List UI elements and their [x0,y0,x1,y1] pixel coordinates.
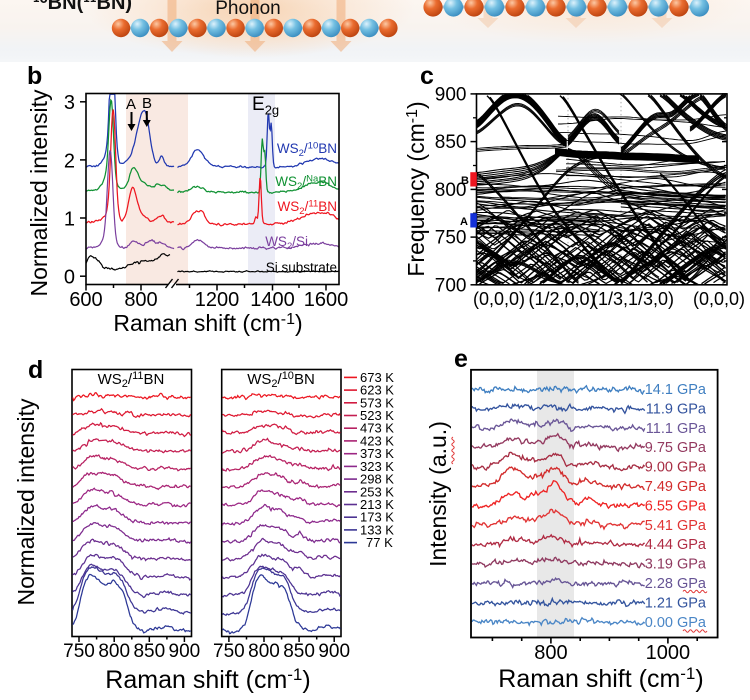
svg-text:Raman shift (cm-1): Raman shift (cm-1) [498,664,703,693]
svg-text:2.28 GPa: 2.28 GPa [645,576,707,592]
svg-text:3.19 GPa: 3.19 GPa [645,557,707,573]
svg-text:Raman shift (cm-1): Raman shift (cm-1) [105,665,310,694]
svg-text:A: A [126,96,136,113]
svg-text:253 K: 253 K [360,484,394,499]
svg-text:800: 800 [435,180,467,201]
svg-text:523 K: 523 K [360,408,394,423]
svg-text:2: 2 [64,150,75,172]
svg-text:(0,0,0): (0,0,0) [693,289,745,309]
svg-text:800: 800 [534,642,567,664]
svg-text:1000: 1000 [646,642,691,664]
svg-text:0: 0 [64,267,75,289]
svg-text:0.00 GPa: 0.00 GPa [645,615,707,631]
svg-text:WS2/11BN: WS2/11BN [278,199,337,217]
svg-text:850: 850 [283,641,315,662]
svg-text:173 K: 173 K [360,510,394,525]
svg-text:373 K: 373 K [360,446,394,461]
svg-text:¹⁰BN(¹¹BN): ¹⁰BN(¹¹BN) [33,0,132,14]
svg-text:77 K: 77 K [366,535,393,550]
svg-text:1: 1 [64,209,75,231]
svg-text:800: 800 [98,641,130,662]
svg-text:Intensity (a.u.): Intensity (a.u.) [425,421,451,567]
svg-text:1600: 1600 [304,289,349,311]
svg-text:750: 750 [63,641,95,662]
svg-text:900: 900 [435,84,467,105]
svg-text:Frequency (cm-1): Frequency (cm-1) [403,101,429,276]
svg-text:Raman shift (cm-1): Raman shift (cm-1) [113,310,302,336]
svg-text:133 K: 133 K [360,522,394,537]
svg-text:c: c [420,62,434,90]
svg-text:6.55 GPa: 6.55 GPa [645,498,707,514]
svg-text:900: 900 [169,641,201,662]
svg-text:700: 700 [435,275,467,296]
svg-text:Normalized intensity: Normalized intensity [26,89,52,297]
svg-text:WS2/Si: WS2/Si [265,234,308,252]
svg-text:600: 600 [69,289,102,311]
svg-text:323 K: 323 K [360,459,394,474]
svg-text:623 K: 623 K [360,383,394,398]
svg-text:1200: 1200 [195,289,240,311]
svg-text:b: b [27,62,42,90]
svg-text:Si substrate: Si substrate [266,260,337,275]
svg-text:(0,0,0): (0,0,0) [473,289,525,309]
svg-text:423 K: 423 K [360,433,394,448]
svg-text:800: 800 [248,641,280,662]
svg-text:800: 800 [124,289,157,311]
svg-text:(1/3,1/3,0): (1/3,1/3,0) [592,289,674,309]
svg-text:1400: 1400 [250,289,295,311]
svg-text:11.9 GPa: 11.9 GPa [646,401,707,417]
svg-text:WS2/10BN: WS2/10BN [277,141,337,159]
svg-text:e: e [454,345,468,373]
svg-text:14.1 GPa: 14.1 GPa [645,382,707,398]
svg-text:850: 850 [435,132,467,153]
svg-text:WS2/10BN: WS2/10BN [247,370,315,390]
svg-text:298 K: 298 K [360,472,394,487]
svg-text:Phonon: Phonon [215,0,281,19]
svg-text:3: 3 [64,92,75,114]
svg-text:B: B [142,95,152,112]
svg-text:473 K: 473 K [360,421,394,436]
svg-text:5.41 GPa: 5.41 GPa [645,518,707,534]
svg-text:A: A [460,216,468,228]
svg-text:7.49 GPa: 7.49 GPa [645,479,707,495]
svg-text:573 K: 573 K [360,395,394,410]
svg-text:213 K: 213 K [360,497,394,512]
svg-text:4.44 GPa: 4.44 GPa [645,537,707,553]
svg-text:WS2/NaBN: WS2/NaBN [275,174,337,192]
svg-text:(1/2,0,0): (1/2,0,0) [528,289,595,309]
svg-text:WS2/11BN: WS2/11BN [98,370,165,390]
svg-text:1.21 GPa: 1.21 GPa [645,595,707,611]
svg-text:900: 900 [318,641,350,662]
svg-text:750: 750 [213,641,245,662]
svg-text:d: d [28,356,43,384]
svg-text:673 K: 673 K [360,370,394,385]
svg-text:9.75 GPa: 9.75 GPa [645,440,707,456]
svg-text:9.00 GPa: 9.00 GPa [645,460,707,476]
svg-text:11.1 GPa: 11.1 GPa [646,421,707,437]
svg-text:750: 750 [435,228,467,249]
svg-text:B: B [461,175,469,187]
svg-text:850: 850 [133,641,165,662]
svg-text:Normalized intensity: Normalized intensity [13,398,39,606]
